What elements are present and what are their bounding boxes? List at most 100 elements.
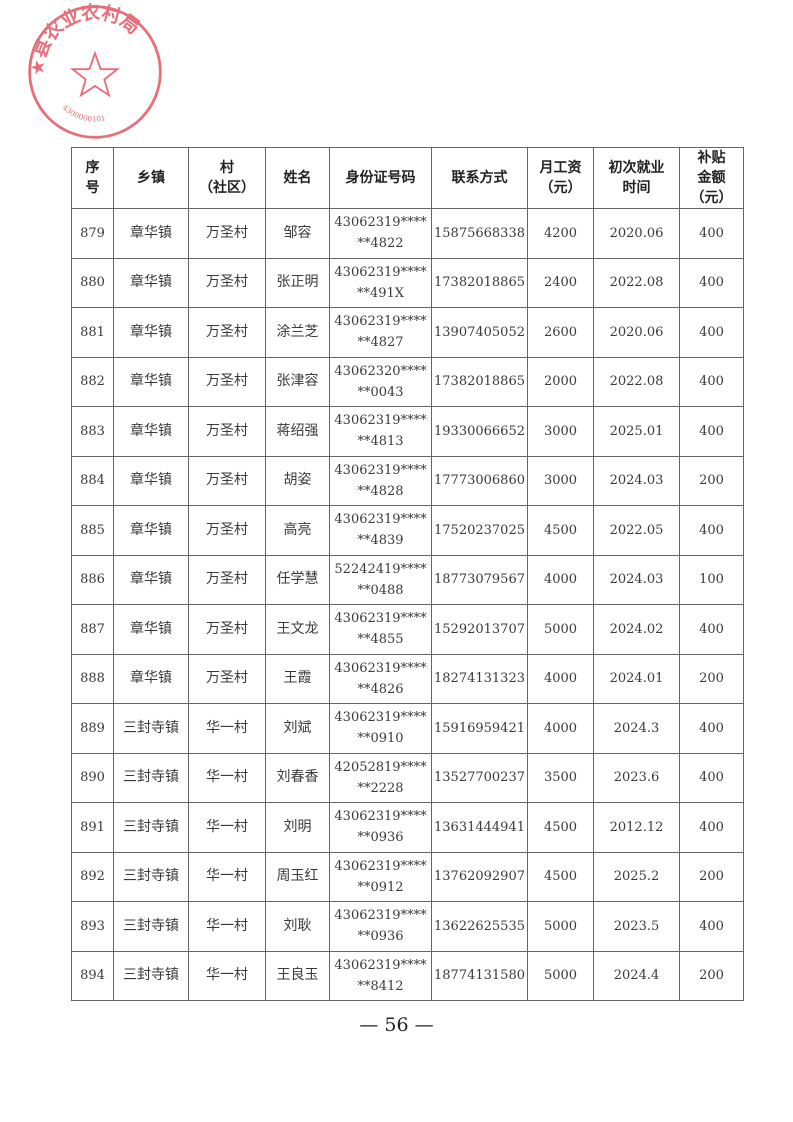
cell-first-employment-date: 2024.03 [593, 455, 680, 506]
cell-index: 886 [71, 554, 114, 605]
cell-phone: 17773006860 [431, 455, 528, 506]
cell-first-employment-date: 2023.5 [593, 901, 680, 952]
cell-town: 章华镇 [113, 554, 189, 605]
cell-index: 888 [71, 653, 114, 704]
cell-monthly-wage: 5000 [527, 901, 594, 952]
cell-town: 章华镇 [113, 406, 189, 457]
cell-name: 邹容 [265, 208, 330, 259]
cell-index: 887 [71, 604, 114, 655]
cell-first-employment-date: 2020.06 [593, 307, 680, 358]
header-town: 乡镇 [113, 147, 189, 209]
cell-subsidy-amount: 400 [679, 208, 744, 259]
header-monthly-wage: 月工资 （元） [527, 147, 594, 209]
cell-id-number: 43062319**** **4813 [329, 406, 432, 457]
cell-subsidy-amount: 400 [679, 802, 744, 853]
cell-name: 刘春香 [265, 752, 330, 803]
cell-monthly-wage: 5000 [527, 950, 594, 1001]
cell-index: 890 [71, 752, 114, 803]
header-first-employment-date: 初次就业 时间 [593, 147, 680, 209]
cell-monthly-wage: 4000 [527, 703, 594, 754]
cell-first-employment-date: 2012.12 [593, 802, 680, 853]
page-number: — 56 — [359, 1014, 434, 1036]
cell-id-number: 43062319**** **0912 [329, 851, 432, 902]
cell-village: 万圣村 [188, 653, 266, 704]
header-subsidy-amount: 补贴 金额 （元） [679, 147, 744, 209]
cell-village: 万圣村 [188, 406, 266, 457]
table-row: 890 三封寺镇 华一村 刘春香 42052819**** **2228 135277002… [71, 752, 744, 803]
header-name: 姓名 [265, 147, 330, 209]
cell-phone: 13907405052 [431, 307, 528, 358]
cell-phone: 17520237025 [431, 505, 528, 556]
cell-village: 万圣村 [188, 208, 266, 259]
cell-phone: 19330066652 [431, 406, 528, 457]
cell-subsidy-amount: 400 [679, 356, 744, 407]
cell-phone: 17382018865 [431, 257, 528, 308]
table-row: 891 三封寺镇 华一村 刘明 43062319**** **0936 1363144494… [71, 802, 744, 853]
cell-name: 胡姿 [265, 455, 330, 506]
cell-phone: 15875668338 [431, 208, 528, 259]
cell-id-number: 43062320**** **0043 [329, 356, 432, 407]
official-seal: ★县农业农村局 4300000101 [28, 2, 162, 139]
cell-first-employment-date: 2022.08 [593, 356, 680, 407]
cell-village: 华一村 [188, 901, 266, 952]
cell-monthly-wage: 3000 [527, 455, 594, 506]
cell-id-number: 43062319**** **8412 [329, 950, 432, 1001]
cell-phone: 18773079567 [431, 554, 528, 605]
cell-first-employment-date: 2025.01 [593, 406, 680, 457]
cell-monthly-wage: 2000 [527, 356, 594, 407]
cell-village: 华一村 [188, 703, 266, 754]
cell-id-number: 43062319**** **4828 [329, 455, 432, 506]
cell-index: 880 [71, 257, 114, 308]
cell-town: 三封寺镇 [113, 901, 189, 952]
cell-id-number: 43062319**** **4855 [329, 604, 432, 655]
cell-town: 章华镇 [113, 307, 189, 358]
cell-index: 891 [71, 802, 114, 853]
cell-name: 周玉红 [265, 851, 330, 902]
cell-index: 893 [71, 901, 114, 952]
cell-village: 万圣村 [188, 307, 266, 358]
cell-first-employment-date: 2022.05 [593, 505, 680, 556]
cell-index: 883 [71, 406, 114, 457]
table-row: 892 三封寺镇 华一村 周玉红 43062319**** **0912 137620929… [71, 851, 744, 902]
cell-index: 879 [71, 208, 114, 259]
cell-id-number: 43062319**** **4822 [329, 208, 432, 259]
cell-village: 华一村 [188, 950, 266, 1001]
cell-id-number: 43062319**** **491X [329, 257, 432, 308]
cell-id-number: 42052819**** **2228 [329, 752, 432, 803]
cell-monthly-wage: 3000 [527, 406, 594, 457]
cell-name: 涂兰芝 [265, 307, 330, 358]
cell-index: 882 [71, 356, 114, 407]
subsidy-table: 序号乡镇村（社区） 姓名 身份证号码 联系方式 月工资 （元） 初次就业 时间 补贴 金额 （元） … [71, 147, 744, 1001]
cell-subsidy-amount: 400 [679, 752, 744, 803]
cell-town: 三封寺镇 [113, 752, 189, 803]
cell-monthly-wage: 4500 [527, 505, 594, 556]
cell-town: 三封寺镇 [113, 703, 189, 754]
cell-index: 881 [71, 307, 114, 358]
table-row: 883 章华镇 万圣村 蒋绍强 43062319**** **4813 1933006665… [71, 406, 744, 457]
cell-name: 刘耿 [265, 901, 330, 952]
cell-first-employment-date: 2024.4 [593, 950, 680, 1001]
cell-index: 894 [71, 950, 114, 1001]
cell-id-number: 43062319**** **4839 [329, 505, 432, 556]
header-id-number: 身份证号码 [329, 147, 432, 209]
table-row: 882 章华镇 万圣村 张津容 43062320**** **0043 1738201886… [71, 356, 744, 407]
cell-first-employment-date: 2022.08 [593, 257, 680, 308]
cell-subsidy-amount: 400 [679, 307, 744, 358]
cell-subsidy-amount: 400 [679, 604, 744, 655]
cell-phone: 18274131323 [431, 653, 528, 704]
cell-phone: 13762092907 [431, 851, 528, 902]
cell-first-employment-date: 2020.06 [593, 208, 680, 259]
cell-monthly-wage: 4000 [527, 653, 594, 704]
cell-name: 刘明 [265, 802, 330, 853]
cell-name: 刘斌 [265, 703, 330, 754]
cell-id-number: 52242419**** **0488 [329, 554, 432, 605]
cell-phone: 15292013707 [431, 604, 528, 655]
cell-subsidy-amount: 200 [679, 653, 744, 704]
cell-subsidy-amount: 200 [679, 455, 744, 506]
cell-village: 万圣村 [188, 455, 266, 506]
cell-first-employment-date: 2024.02 [593, 604, 680, 655]
cell-name: 蒋绍强 [265, 406, 330, 457]
cell-phone: 15916959421 [431, 703, 528, 754]
cell-subsidy-amount: 200 [679, 950, 744, 1001]
cell-monthly-wage: 4500 [527, 802, 594, 853]
